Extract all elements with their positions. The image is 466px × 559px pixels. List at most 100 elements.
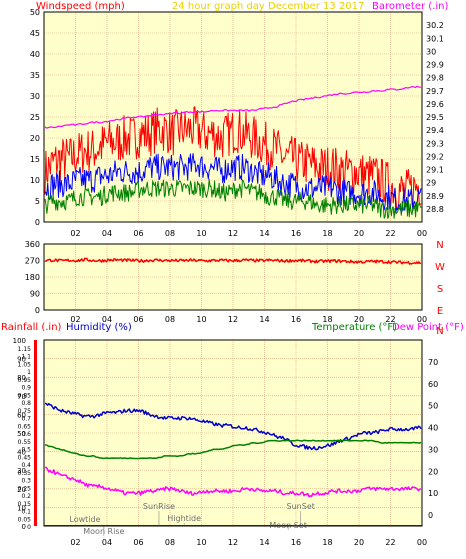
- temperature-tick-label: 40: [428, 424, 438, 433]
- barometer-tick-label: 29.4: [426, 126, 444, 135]
- barometer-tick-label: 28.9: [426, 192, 444, 201]
- temperature-tick-labels: 0 10 20 30 40 50 60 70: [428, 358, 438, 520]
- wind-direction-series-line: [44, 257, 422, 265]
- barometer-tick-label: 29.7: [426, 87, 444, 96]
- barometer-tick-label: 30.1: [426, 34, 444, 43]
- climate-panel-hour-labels: 02 04 06 08 10 12 14 16 18 20 22 00: [70, 538, 427, 547]
- humidity-tick-label: 30: [17, 467, 26, 475]
- barometer-tick-label: 29.8: [426, 74, 444, 83]
- hour-tick-label: 12: [228, 315, 238, 324]
- rainfall-tick-labels: 00.050.10.150.20.250.30.350.40.450.50.55…: [18, 346, 32, 531]
- hour-tick-label: 02: [70, 315, 80, 324]
- humidity-tick-label: 80: [17, 374, 26, 382]
- humidity-tick-label: 10: [17, 504, 26, 512]
- compass-direction-label: E: [437, 306, 443, 317]
- windspeed-tick-label: 15: [30, 155, 40, 164]
- annotation-label: Moon Rise: [83, 527, 124, 536]
- rainfall-tick-label: 0.8: [21, 400, 31, 407]
- compass-direction-label: N: [436, 240, 443, 251]
- rainfall-tick-label: 1.1: [21, 354, 31, 361]
- windspeed-tick-label: 20: [30, 134, 40, 143]
- windspeed-tick-label: 25: [30, 113, 40, 122]
- rainfall-tick-label: 0.55: [18, 439, 32, 446]
- temperature-axis-title: Temperature (°F): [311, 322, 397, 333]
- rainfall-tick-label: 0.85: [18, 392, 32, 399]
- rainfall-tick-label: 0.3: [21, 478, 31, 485]
- barometer-tick-label: 30.2: [426, 21, 444, 30]
- barometer-tick-label: 29: [426, 179, 436, 188]
- humidity-axis-title: Humidity (%): [66, 322, 132, 333]
- temperature-tick-label: 30: [428, 445, 438, 454]
- rainfall-axis-title: Rainfall (.in): [1, 322, 62, 333]
- rainfall-tick-label: 0.45: [18, 454, 32, 461]
- rainfall-tick-label: 1.15: [18, 346, 32, 353]
- barometer-tick-labels: 28.8 28.9 29 29.1 29.2 29.3 29.4 29.5 29.6 29.7 29…: [426, 21, 444, 214]
- direction-panel-series: [44, 257, 422, 265]
- chart-title: 24 hour graph day December 13 2017: [172, 1, 364, 12]
- wind-panel-hour-labels: 02 04 06 08 10 12 14 16 18 20 22 00: [70, 229, 427, 238]
- hour-tick-label: 08: [165, 229, 175, 238]
- hour-tick-label: 20: [354, 229, 364, 238]
- hour-tick-label: 00: [417, 315, 427, 324]
- rainfall-scale-bar: [34, 340, 37, 526]
- direction-panel-hour-labels: 02 04 06 08 10 12 14 16 18 20 22 00: [70, 315, 427, 324]
- humidity-tick-label: 0: [22, 523, 26, 531]
- barometer-axis-title: Barometer (.in): [372, 1, 448, 12]
- rainfall-tick-label: 0.2: [21, 493, 31, 500]
- windspeed-tick-label: 35: [30, 71, 40, 80]
- rainfall-tick-label: 0.75: [18, 408, 32, 415]
- temperature-tick-label: 60: [428, 380, 438, 389]
- barometer-tick-label: 28.8: [426, 205, 444, 214]
- rainfall-tick-label: 0.95: [18, 377, 32, 384]
- humidity-tick-label: 70: [17, 393, 26, 401]
- windspeed-axis-title: Windspeed (mph): [36, 1, 125, 12]
- rainfall-tick-label: 1: [27, 369, 31, 376]
- hour-tick-label: 20: [354, 538, 364, 547]
- gust-series-line: [44, 106, 422, 211]
- rainfall-tick-label: 1.05: [18, 361, 32, 368]
- wind-panel-series: [44, 85, 422, 219]
- hour-tick-label: 02: [70, 538, 80, 547]
- windspeed-tick-label: 30: [30, 92, 40, 101]
- windspeed-tick-labels: 0 5 10 15 20 25 30 35 40 45 50: [30, 8, 40, 227]
- barometer-tick-label: 29.1: [426, 166, 444, 175]
- direction-tick-label: 90: [30, 290, 40, 299]
- lowest-series-line: [44, 178, 422, 219]
- hour-tick-label: 00: [417, 229, 427, 238]
- windspeed-tick-label: 10: [30, 176, 40, 185]
- direction-tick-label: 270: [25, 257, 40, 266]
- humidity-tick-label: 90: [17, 356, 26, 364]
- hour-tick-label: 04: [102, 315, 112, 324]
- dew-point-series-line: [44, 466, 422, 498]
- direction-tick-label: 180: [25, 273, 40, 282]
- direction-tick-label: 360: [25, 240, 40, 249]
- direction-tick-label: 0: [35, 306, 40, 315]
- annotation-label: Hightide: [167, 514, 201, 523]
- hour-tick-label: 02: [70, 229, 80, 238]
- hour-tick-label: 18: [322, 538, 332, 547]
- climate-panel-frame: [43, 339, 423, 527]
- humidity-tick-labels: 0 10 20 30 40 50 60 70 80 90 100: [13, 337, 26, 531]
- hour-tick-label: 18: [322, 315, 332, 324]
- annotation-label: Lowtide: [69, 515, 100, 524]
- temperature-tick-label: 50: [428, 402, 438, 411]
- temperature-tick-label: 20: [428, 467, 438, 476]
- rainfall-tick-label: 0.7: [21, 416, 31, 423]
- compass-direction-label: N: [436, 326, 443, 337]
- annotation-label: SunSet: [287, 502, 315, 511]
- barometer-tick-label: 30: [426, 47, 436, 56]
- hour-tick-label: 20: [354, 315, 364, 324]
- annotation-label: SunRise: [143, 502, 175, 511]
- dew-point-axis-title: Dew Point (°F): [392, 322, 464, 333]
- hour-tick-label: 14: [259, 315, 269, 324]
- hour-tick-label: 18: [322, 229, 332, 238]
- rainfall-tick-label: 0.05: [18, 516, 32, 523]
- rainfall-tick-label: 0.9: [21, 385, 31, 392]
- hour-tick-label: 14: [259, 538, 269, 547]
- barometer-tick-label: 29.6: [426, 100, 444, 109]
- hour-tick-label: 16: [291, 538, 301, 547]
- compass-direction-label: W: [435, 262, 445, 273]
